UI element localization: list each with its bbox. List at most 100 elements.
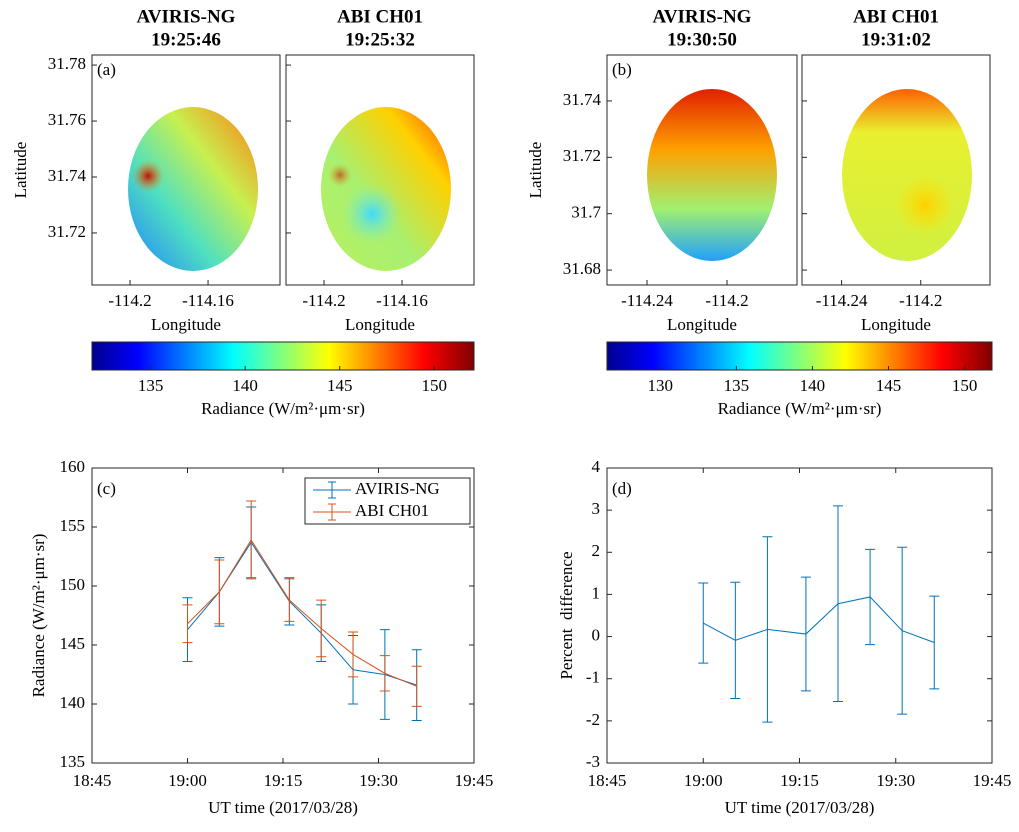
series-line: [703, 596, 935, 643]
panel-title: AVIRIS-NG: [137, 6, 236, 27]
error-bar: [698, 582, 709, 664]
x-tick-label: -114.16: [182, 291, 234, 310]
error-bar: [865, 548, 876, 646]
panel-time: 19:30:50: [667, 29, 737, 50]
x-tick-label: -114.2: [705, 291, 748, 310]
error-bar: [800, 576, 811, 692]
error-bar: [762, 536, 773, 723]
heatmap-blob: [328, 163, 352, 187]
heatmaps: [128, 89, 972, 271]
colorbar: [91, 341, 475, 371]
error-bar: [316, 599, 327, 658]
x-axis-label: Longitude: [345, 315, 415, 334]
y-tick-label: 31.74: [48, 166, 87, 185]
x-tick-label: 19:45: [973, 771, 1012, 790]
y-axis-label: Latitude: [11, 142, 30, 199]
axes-frame: [285, 54, 475, 286]
y-tick-label: 135: [60, 752, 86, 771]
panel-label: (c): [97, 479, 116, 498]
x-axis-label: Longitude: [861, 315, 931, 334]
x-tick-label: 19:30: [876, 771, 915, 790]
colorbar-tick-label: 145: [876, 376, 902, 395]
y-tick-label: 31.78: [48, 54, 86, 73]
x-tick-label: 19:45: [455, 771, 494, 790]
x-tick-label: 19:30: [359, 771, 398, 790]
error-bar: [182, 604, 193, 644]
axes-frame: [91, 54, 281, 286]
error-bar: [379, 655, 390, 692]
error-bar: [897, 546, 908, 715]
y-tick-label: 2: [592, 541, 601, 560]
heatmap: [647, 89, 777, 261]
y-tick-label: 4: [592, 457, 601, 476]
heatmap-blob: [895, 175, 955, 235]
x-tick-label: -114.24: [816, 291, 868, 310]
colorbar-tick-label: 150: [952, 376, 978, 395]
y-tick-label: 150: [60, 575, 86, 594]
y-tick-label: -1: [586, 668, 600, 687]
legend-symbol: [313, 481, 351, 499]
colorbar-tick-label: 140: [232, 376, 258, 395]
y-tick-label: 31.74: [563, 90, 602, 109]
y-tick-label: 155: [60, 516, 86, 535]
x-axis-label: Longitude: [667, 315, 737, 334]
colorbar-tick-label: 130: [648, 376, 674, 395]
y-tick-label: -3: [586, 752, 600, 771]
x-tick-label: 18:45: [73, 771, 112, 790]
panel-label: (a): [97, 60, 116, 79]
x-axis-label: Longitude: [151, 315, 221, 334]
panel-label: (b): [612, 60, 632, 79]
x-tick-label: 19:00: [684, 771, 723, 790]
y-axis-label: Latitude: [526, 142, 545, 199]
x-tick-label: 19:15: [780, 771, 819, 790]
x-tick-label: 18:45: [588, 771, 627, 790]
colorbar-label: Radiance (W/m²·μm·sr): [201, 399, 365, 418]
x-tick-label: -114.2: [108, 291, 151, 310]
x-tick-label: -114.24: [621, 291, 673, 310]
x-axis-label: UT time (2017/03/28): [725, 798, 875, 817]
y-tick-label: 0: [592, 625, 601, 644]
error-bar: [929, 595, 940, 690]
x-tick-label: 19:00: [168, 771, 207, 790]
y-tick-label: 160: [60, 457, 86, 476]
y-tick-label: 31.68: [563, 259, 601, 278]
heatmap-blob: [132, 160, 164, 192]
colorbar-tick-label: 135: [138, 376, 164, 395]
error-bar: [730, 581, 741, 700]
colorbar-tick-label: 150: [422, 376, 448, 395]
panel-time: 19:25:32: [345, 29, 415, 50]
colorbar-tick-label: 140: [800, 376, 826, 395]
error-bar: [411, 665, 422, 707]
panel-time: 19:31:02: [861, 29, 931, 50]
y-axis-label: Percent difference: [557, 551, 576, 679]
error-bar: [284, 578, 295, 622]
legend-label: ABI CH01: [355, 501, 429, 520]
y-axis-label: Radiance (W/m²·μm·sr): [29, 534, 48, 698]
colorbar-label: Radiance (W/m²·μm·sr): [718, 399, 882, 418]
y-tick-label: 31.76: [48, 110, 86, 129]
error-bar: [214, 559, 225, 625]
y-tick-label: 140: [60, 693, 86, 712]
legend-symbol: [313, 503, 351, 521]
y-tick-label: -2: [586, 710, 600, 729]
y-tick-label: 31.7: [571, 203, 601, 222]
axes-frame: [801, 54, 991, 286]
legend-label: AVIRIS-NG: [355, 479, 440, 498]
y-tick-label: 31.72: [48, 222, 86, 241]
x-tick-label: -114.2: [302, 291, 345, 310]
colorbar: [606, 341, 993, 371]
series-line: [187, 539, 417, 687]
colorbar-tick-label: 135: [724, 376, 750, 395]
x-tick-label: -114.16: [376, 291, 428, 310]
panel-time: 19:25:46: [151, 29, 221, 50]
error-bar: [246, 500, 257, 580]
panel-title: ABI CH01: [853, 6, 939, 27]
heatmap-blob: [342, 184, 402, 244]
heatmap: [842, 89, 972, 261]
x-axis-label: UT time (2017/03/28): [208, 798, 358, 817]
x-tick-label: 19:15: [264, 771, 303, 790]
y-tick-label: 1: [592, 583, 601, 602]
x-tick-label: -114.2: [899, 291, 942, 310]
y-tick-label: 145: [60, 634, 86, 653]
